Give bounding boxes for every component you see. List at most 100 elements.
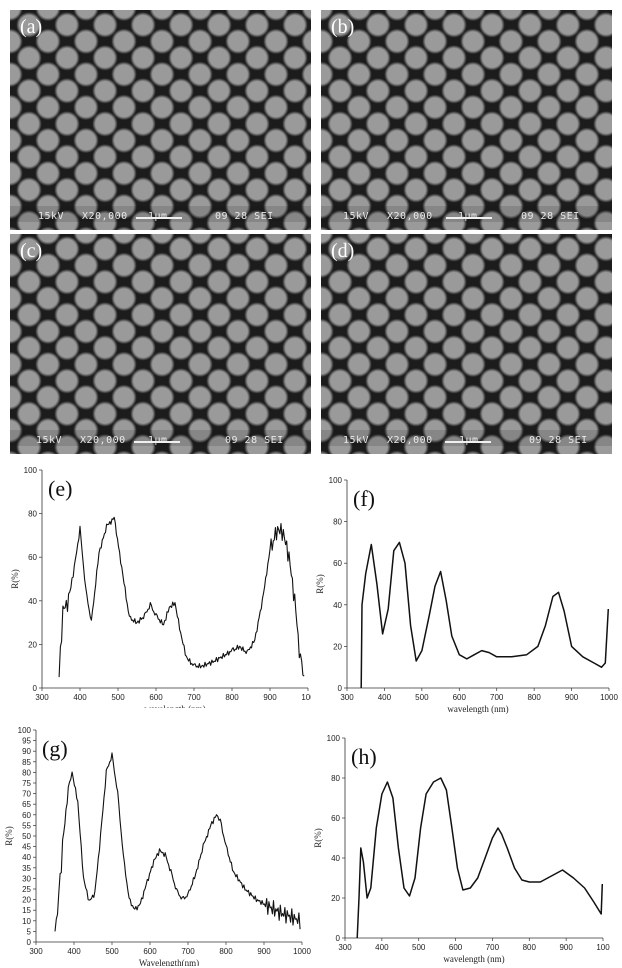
sem-code: 09 28 SEI [529, 435, 588, 446]
x-tick-label: 700 [181, 947, 195, 956]
panel-label: (f) [353, 486, 375, 511]
x-tick-label: 500 [105, 947, 119, 956]
series-line [360, 541, 610, 689]
sem-magnification: X20,000 [80, 435, 126, 446]
x-tick-label: 300 [29, 947, 43, 956]
x-tick-label: 400 [378, 693, 392, 702]
y-axis-label: R(%) [4, 826, 14, 846]
sem-code: 09 28 SEI [225, 435, 284, 446]
sem-info-bar: 15kV X20,000 1μm 09 28 SEI [321, 206, 612, 222]
x-tick-label: 900 [559, 943, 573, 952]
x-tick-label: 700 [486, 943, 500, 952]
x-tick-label: 500 [111, 693, 125, 702]
x-tick-label: 600 [143, 947, 157, 956]
panel-label: (e) [48, 476, 72, 501]
x-axis-label: Wavelength(nm) [139, 958, 199, 966]
y-tick-label: 45 [22, 843, 31, 852]
series-line [54, 752, 301, 932]
y-tick-label: 55 [22, 821, 31, 830]
x-tick-label: 600 [449, 943, 463, 952]
panel-label: (b) [331, 16, 355, 38]
y-tick-label: 60 [28, 553, 37, 562]
y-tick-label: 80 [28, 510, 37, 519]
sem-voltage: 15kV [36, 435, 63, 446]
y-tick-label: 90 [22, 747, 31, 756]
sem-scale-label: 1μm [459, 435, 479, 446]
scale-bar [136, 217, 182, 219]
y-tick-label: 30 [22, 874, 31, 883]
chart-h: 0 20 40 60 80 100 300 400 500 600 700 800 900 100 wave… [311, 728, 622, 966]
y-tick-label: 25 [22, 885, 31, 894]
x-tick-label: 300 [35, 693, 49, 702]
y-tick-label: 75 [22, 779, 31, 788]
chart-f: 0 20 40 60 80 100 300 400 500 600 700 800 900 1000 wav… [311, 468, 622, 714]
sem-magnification: X20,000 [387, 435, 433, 446]
y-axis-label: R(%) [315, 574, 325, 594]
y-tick-label: 0 [336, 934, 341, 943]
sem-voltage: 15kV [38, 211, 65, 222]
x-tick-label: 900 [263, 693, 277, 702]
y-tick-label: 50 [22, 832, 31, 841]
y-tick-label: 0 [33, 684, 38, 693]
y-axis-label: R(%) [10, 569, 20, 589]
sem-info-bar: 15kV X20,000 1μm 09 28 SEI [321, 430, 612, 446]
x-tick-label: 1000 [600, 693, 618, 702]
x-tick-label: 300 [340, 693, 354, 702]
chart-e-svg: 0 20 40 60 80 100 300 400 500 600 700 800 900 100 wave… [10, 466, 311, 708]
y-tick-label: 20 [22, 896, 31, 905]
panel-label: (d) [331, 240, 355, 262]
x-axis-label: wavelength (nm) [443, 954, 504, 964]
y-tick-label: 20 [28, 640, 37, 649]
sem-code: 09 28 SEI [521, 211, 580, 222]
chart-e: 0 20 40 60 80 100 300 400 500 600 700 800 900 100 wave… [0, 460, 311, 708]
x-axis-label: wavelength (nm) [447, 704, 508, 714]
sem-voltage: 15kV [343, 211, 370, 222]
panel-label: (a) [20, 16, 43, 38]
sem-scale-label: 1μm [148, 211, 168, 222]
sem-panel-d: (d) 15kV X20,000 1μm 09 28 SEI [321, 234, 612, 454]
x-tick-label: 100 [301, 693, 311, 702]
sem-info-bar: 15kV X20,000 1μm 09 28 SEI [10, 430, 311, 446]
y-tick-label: 35 [22, 864, 31, 873]
y-tick-label: 100 [329, 476, 343, 485]
x-tick-label: 900 [257, 947, 271, 956]
x-tick-label: 800 [527, 693, 541, 702]
series-line [356, 777, 604, 939]
y-tick-label: 15 [22, 906, 31, 915]
series-line [58, 516, 305, 678]
x-tick-label: 800 [219, 947, 233, 956]
y-tick-label: 5 [27, 927, 32, 936]
panel-label: (c) [20, 240, 43, 262]
y-tick-label: 20 [333, 642, 342, 651]
y-tick-label: 60 [333, 559, 342, 568]
y-tick-label: 100 [327, 734, 341, 743]
x-tick-label: 400 [375, 943, 389, 952]
y-tick-label: 60 [331, 814, 340, 823]
sem-voltage: 15kV [343, 435, 370, 446]
x-tick-label: 600 [453, 693, 467, 702]
y-tick-label: 60 [22, 811, 31, 820]
y-tick-label: 0 [27, 938, 32, 947]
sem-scale-label: 1μm [458, 211, 478, 222]
sem-panel-b: (b) 15kV X20,000 1μm 09 28 SEI [321, 10, 612, 230]
y-tick-label: 40 [28, 597, 37, 606]
sem-panel-c: (c) 15kV X20,000 1μm 09 28 SEI [10, 234, 311, 454]
x-tick-label: 100 [596, 943, 610, 952]
x-axis-label: wavelength (nm) [144, 704, 205, 708]
sem-magnification: X20,000 [387, 211, 433, 222]
y-tick-label: 70 [22, 790, 31, 799]
sem-magnification: X20,000 [82, 211, 128, 222]
y-tick-label: 80 [333, 518, 342, 527]
x-tick-label: 900 [565, 693, 579, 702]
scale-bar [445, 441, 491, 443]
x-tick-label: 300 [338, 943, 352, 952]
y-tick-label: 40 [331, 854, 340, 863]
y-tick-label: 0 [338, 684, 343, 693]
sem-scale-label: 1μm [148, 435, 168, 446]
chart-f-svg: 0 20 40 60 80 100 300 400 500 600 700 800 900 1000 wav… [315, 476, 618, 714]
panel-label: (g) [42, 736, 68, 761]
y-tick-label: 80 [22, 768, 31, 777]
y-axis-label: R(%) [313, 828, 323, 848]
y-tick-label: 65 [22, 800, 31, 809]
